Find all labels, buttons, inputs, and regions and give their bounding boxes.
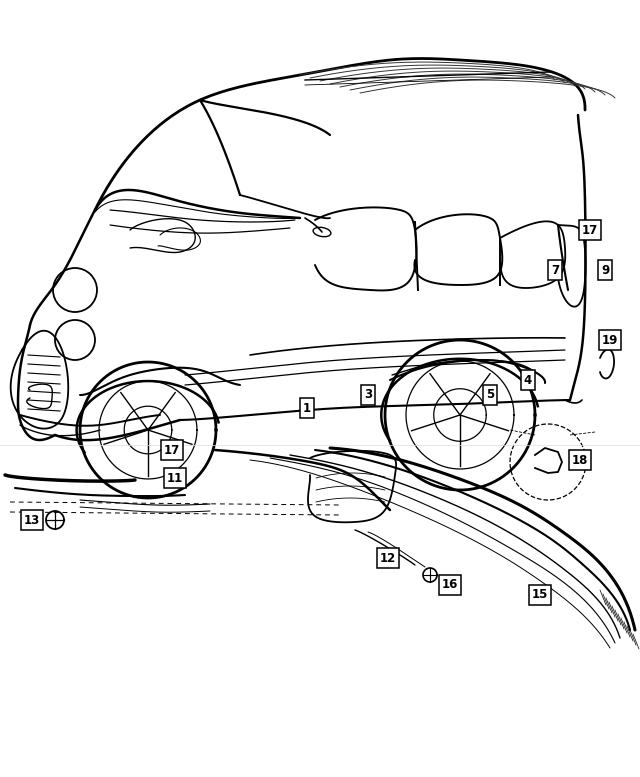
Text: 17: 17: [582, 224, 598, 236]
Text: 19: 19: [602, 333, 618, 347]
Text: 15: 15: [532, 588, 548, 601]
Text: 11: 11: [167, 472, 183, 485]
Text: 18: 18: [572, 454, 588, 466]
Text: 3: 3: [364, 388, 372, 402]
Text: 9: 9: [601, 263, 609, 277]
Text: 5: 5: [486, 388, 494, 402]
Text: 4: 4: [524, 374, 532, 386]
Text: 12: 12: [380, 552, 396, 565]
Text: 1: 1: [303, 402, 311, 414]
Text: 13: 13: [24, 514, 40, 527]
Text: 7: 7: [551, 263, 559, 277]
Text: 17: 17: [164, 444, 180, 457]
Text: 16: 16: [442, 579, 458, 591]
